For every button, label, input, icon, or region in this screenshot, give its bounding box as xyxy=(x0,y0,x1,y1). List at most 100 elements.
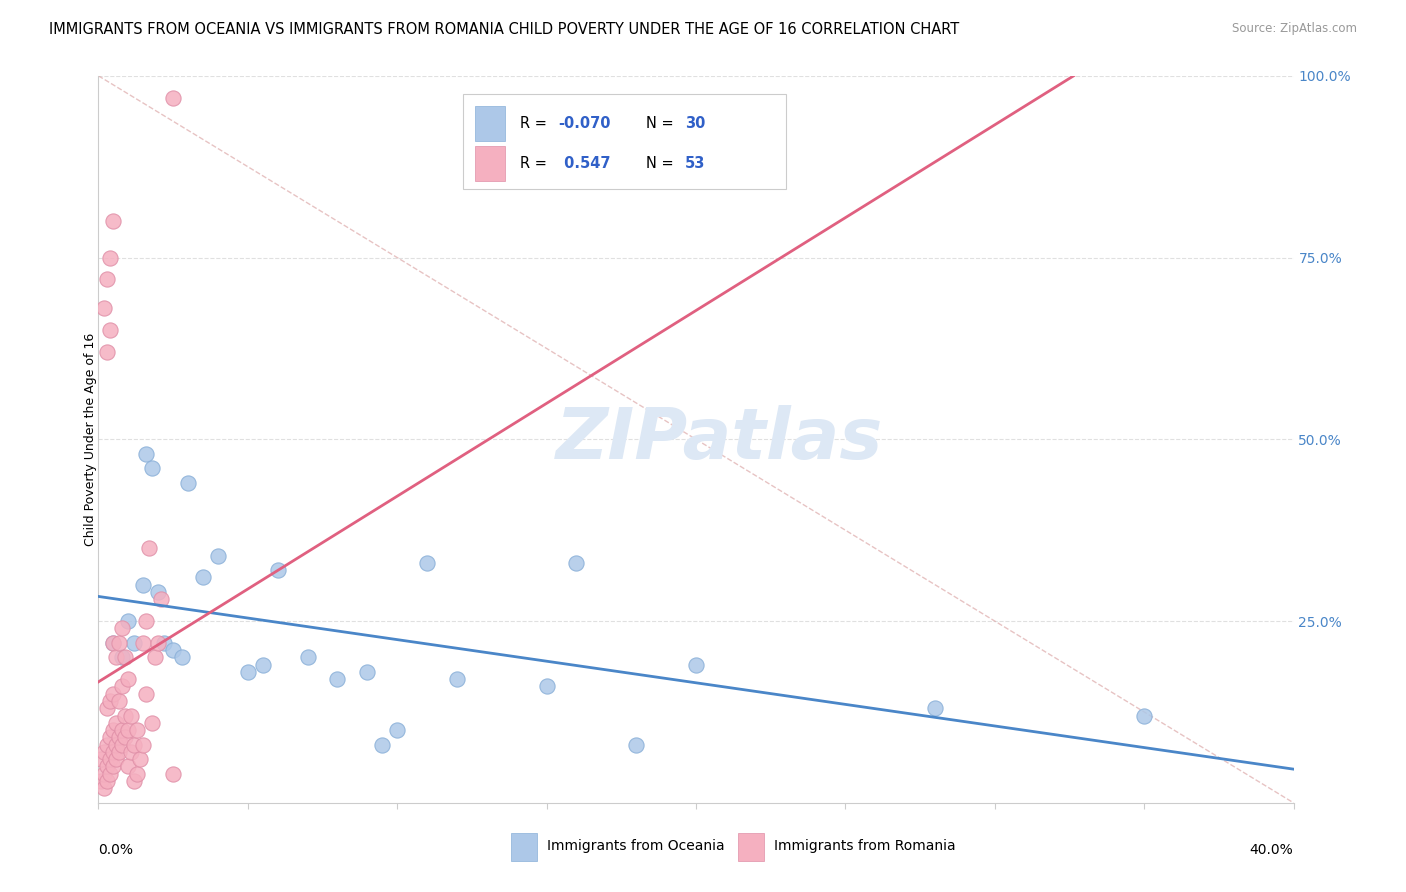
Point xyxy=(150,592,173,607)
Point xyxy=(93,766,115,780)
Point xyxy=(162,766,184,780)
Text: Immigrants from Romania: Immigrants from Romania xyxy=(773,839,955,854)
Bar xyxy=(738,833,763,861)
Point xyxy=(96,272,118,286)
Point xyxy=(252,657,274,672)
Point xyxy=(117,672,139,686)
Point xyxy=(105,650,128,665)
Text: 0.547: 0.547 xyxy=(558,155,610,170)
Point xyxy=(96,759,118,773)
Text: ZIPatlas: ZIPatlas xyxy=(557,405,883,474)
Point xyxy=(98,694,122,708)
Point xyxy=(93,745,115,759)
Bar xyxy=(475,146,505,181)
Point xyxy=(105,715,128,730)
Point xyxy=(96,701,118,715)
Point xyxy=(96,774,118,789)
Point xyxy=(124,636,146,650)
Point xyxy=(132,636,155,650)
Point xyxy=(565,556,588,570)
Bar xyxy=(475,106,505,141)
Point xyxy=(626,738,648,752)
Point xyxy=(172,650,194,665)
Point xyxy=(103,687,125,701)
Point xyxy=(98,323,122,337)
Point xyxy=(90,752,112,766)
Point xyxy=(90,774,112,789)
Y-axis label: Child Poverty Under the Age of 16: Child Poverty Under the Age of 16 xyxy=(83,333,97,546)
Text: N =: N = xyxy=(645,116,678,130)
Point xyxy=(148,636,170,650)
Text: Immigrants from Oceania: Immigrants from Oceania xyxy=(547,839,724,854)
Point xyxy=(135,447,157,461)
Point xyxy=(111,723,134,737)
Point xyxy=(111,680,134,694)
Point xyxy=(207,549,229,563)
Point xyxy=(103,723,125,737)
Point xyxy=(536,680,558,694)
Point xyxy=(127,766,149,780)
Point xyxy=(129,752,152,766)
Point xyxy=(111,650,134,665)
Point xyxy=(177,475,200,490)
Point xyxy=(120,745,142,759)
Point xyxy=(98,731,122,745)
Point xyxy=(416,556,439,570)
Point xyxy=(148,585,170,599)
Point xyxy=(685,657,707,672)
Text: 40.0%: 40.0% xyxy=(1250,843,1294,857)
Point xyxy=(162,90,184,104)
Point xyxy=(135,687,157,701)
Point xyxy=(117,614,139,628)
Point xyxy=(103,636,125,650)
Point xyxy=(108,745,131,759)
Point xyxy=(93,301,115,316)
Point xyxy=(124,738,146,752)
Text: R =: R = xyxy=(520,116,551,130)
Point xyxy=(117,759,139,773)
Text: 53: 53 xyxy=(685,155,706,170)
Point xyxy=(326,672,349,686)
Text: 30: 30 xyxy=(685,116,706,130)
Point xyxy=(120,708,142,723)
Point xyxy=(924,701,946,715)
Text: Source: ZipAtlas.com: Source: ZipAtlas.com xyxy=(1232,22,1357,36)
Point xyxy=(98,752,122,766)
Point xyxy=(114,731,136,745)
Point xyxy=(267,563,290,577)
Point xyxy=(236,665,259,679)
Point xyxy=(135,614,157,628)
Point xyxy=(93,781,115,796)
Text: 0.0%: 0.0% xyxy=(98,843,134,857)
Point xyxy=(108,731,131,745)
Point xyxy=(96,345,118,359)
Point xyxy=(98,251,122,265)
Point xyxy=(143,650,166,665)
Point xyxy=(127,723,149,737)
Point xyxy=(103,745,125,759)
Point xyxy=(446,672,468,686)
Point xyxy=(153,636,176,650)
Text: -0.070: -0.070 xyxy=(558,116,612,130)
Point xyxy=(105,752,128,766)
Text: R =: R = xyxy=(520,155,551,170)
Point xyxy=(103,636,125,650)
Point xyxy=(96,738,118,752)
Point xyxy=(1133,708,1156,723)
Point xyxy=(385,723,409,737)
Point xyxy=(191,570,214,584)
Point xyxy=(132,578,155,592)
Point xyxy=(108,694,131,708)
Text: IMMIGRANTS FROM OCEANIA VS IMMIGRANTS FROM ROMANIA CHILD POVERTY UNDER THE AGE O: IMMIGRANTS FROM OCEANIA VS IMMIGRANTS FR… xyxy=(49,22,959,37)
Point xyxy=(114,650,136,665)
Point xyxy=(297,650,319,665)
FancyBboxPatch shape xyxy=(463,94,786,188)
Point xyxy=(108,636,131,650)
Point xyxy=(103,214,125,228)
Point xyxy=(124,774,146,789)
Point xyxy=(98,766,122,780)
Point xyxy=(103,759,125,773)
Point xyxy=(138,541,160,556)
Point xyxy=(117,723,139,737)
Text: N =: N = xyxy=(645,155,678,170)
